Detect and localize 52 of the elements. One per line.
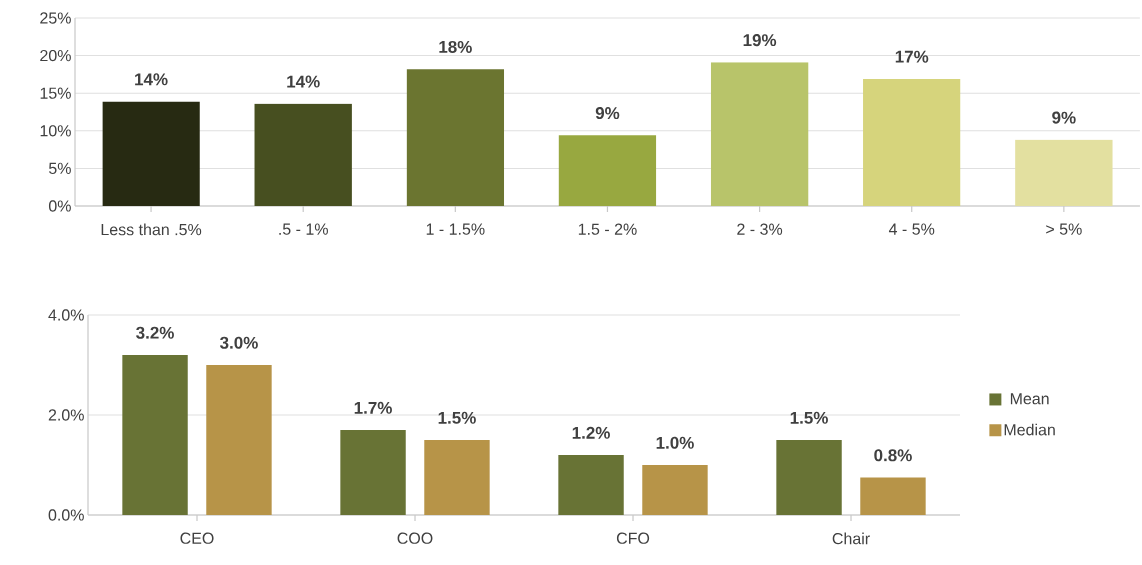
bar <box>860 477 926 515</box>
data-label: 18% <box>439 40 472 53</box>
x-tick-label: CEO <box>180 532 214 544</box>
x-tick-label: > 5% <box>1046 223 1082 235</box>
bar <box>776 440 842 515</box>
data-label: 14% <box>135 73 168 86</box>
x-tick-label: Chair <box>832 532 870 545</box>
x-tick-label: CFO <box>616 532 650 544</box>
x-tick-label: Less than .5% <box>101 223 202 236</box>
y-tick-label: 0% <box>48 200 71 212</box>
data-label: 3.0% <box>219 336 258 349</box>
x-tick-label: 4 - 5% <box>888 223 935 235</box>
legend-label: Median <box>1004 423 1055 436</box>
bar <box>863 78 961 206</box>
data-label: 1.0% <box>656 436 694 449</box>
bar <box>254 103 352 206</box>
bar <box>102 101 200 206</box>
data-label: 9% <box>595 107 620 120</box>
bar <box>424 440 490 515</box>
bar <box>558 455 624 515</box>
y-tick-label: 15% <box>40 87 71 99</box>
y-tick-label: 4.0% <box>48 309 84 321</box>
bar <box>710 62 809 206</box>
x-tick-label: 1.5 - 2% <box>578 223 637 235</box>
y-tick-label: 2.0% <box>48 409 84 421</box>
x-tick-label: 1 - 1.5% <box>426 223 485 235</box>
data-label: 9% <box>1052 111 1076 124</box>
y-tick-label: 0.0% <box>48 509 84 521</box>
data-label: 1.7% <box>354 401 392 414</box>
data-label: 19% <box>743 34 777 47</box>
bar <box>340 430 406 515</box>
bar <box>406 69 505 206</box>
data-label: 3.2% <box>136 326 174 339</box>
legend-label: Mean <box>1010 393 1049 405</box>
y-tick-label: 5% <box>48 162 71 175</box>
data-label: 1.5% <box>790 411 828 424</box>
data-label: 1.5% <box>438 411 476 424</box>
data-label: 1.2% <box>572 426 610 439</box>
x-tick-label: COO <box>397 532 433 544</box>
data-label: 14% <box>287 75 320 88</box>
bar <box>642 465 708 515</box>
y-tick-label: 25% <box>40 12 71 24</box>
x-tick-label: .5 - 1% <box>279 223 328 235</box>
y-tick-label: 10% <box>40 125 71 137</box>
bar <box>558 135 657 206</box>
x-tick-label: 2 - 3% <box>737 223 783 235</box>
data-label: 17% <box>895 50 929 63</box>
bar <box>122 355 188 515</box>
bar <box>206 365 272 515</box>
bar <box>1015 139 1113 206</box>
data-label: 0.8% <box>874 449 912 462</box>
y-tick-label: 20% <box>40 49 71 62</box>
